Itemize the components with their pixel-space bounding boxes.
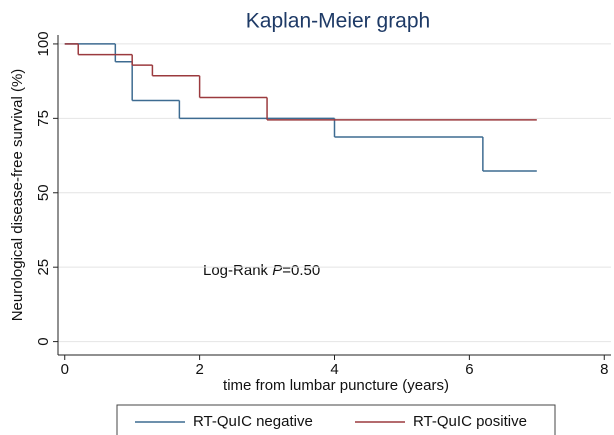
annotation-text: Log-Rank: [203, 262, 272, 279]
y-axis-label: Neurological disease-free survival (%): [9, 69, 26, 322]
y-tick-label: 50: [35, 184, 52, 201]
x-tick-label: 6: [465, 361, 473, 378]
legend-label: RT-QuIC positive: [413, 413, 527, 430]
y-tick-label: 25: [35, 259, 52, 276]
x-tick-label: 0: [61, 361, 69, 378]
x-axis-label: time from lumbar puncture (years): [223, 377, 449, 394]
chart-title: Kaplan-Meier graph: [246, 10, 430, 33]
y-tick-label: 0: [35, 337, 52, 345]
annotation-text: =0.50: [282, 262, 320, 279]
legend-box: [116, 404, 556, 435]
legend-label: RT-QuIC negative: [193, 413, 313, 430]
x-tick-label: 4: [330, 361, 338, 378]
y-tick-label: 75: [35, 110, 52, 127]
x-tick-label: 8: [600, 361, 608, 378]
annotation: Log-Rank P=0.50: [203, 262, 320, 279]
y-tick-label: 100: [35, 31, 52, 56]
x-tick-label: 2: [195, 361, 203, 378]
annotation-text: P: [272, 262, 282, 279]
